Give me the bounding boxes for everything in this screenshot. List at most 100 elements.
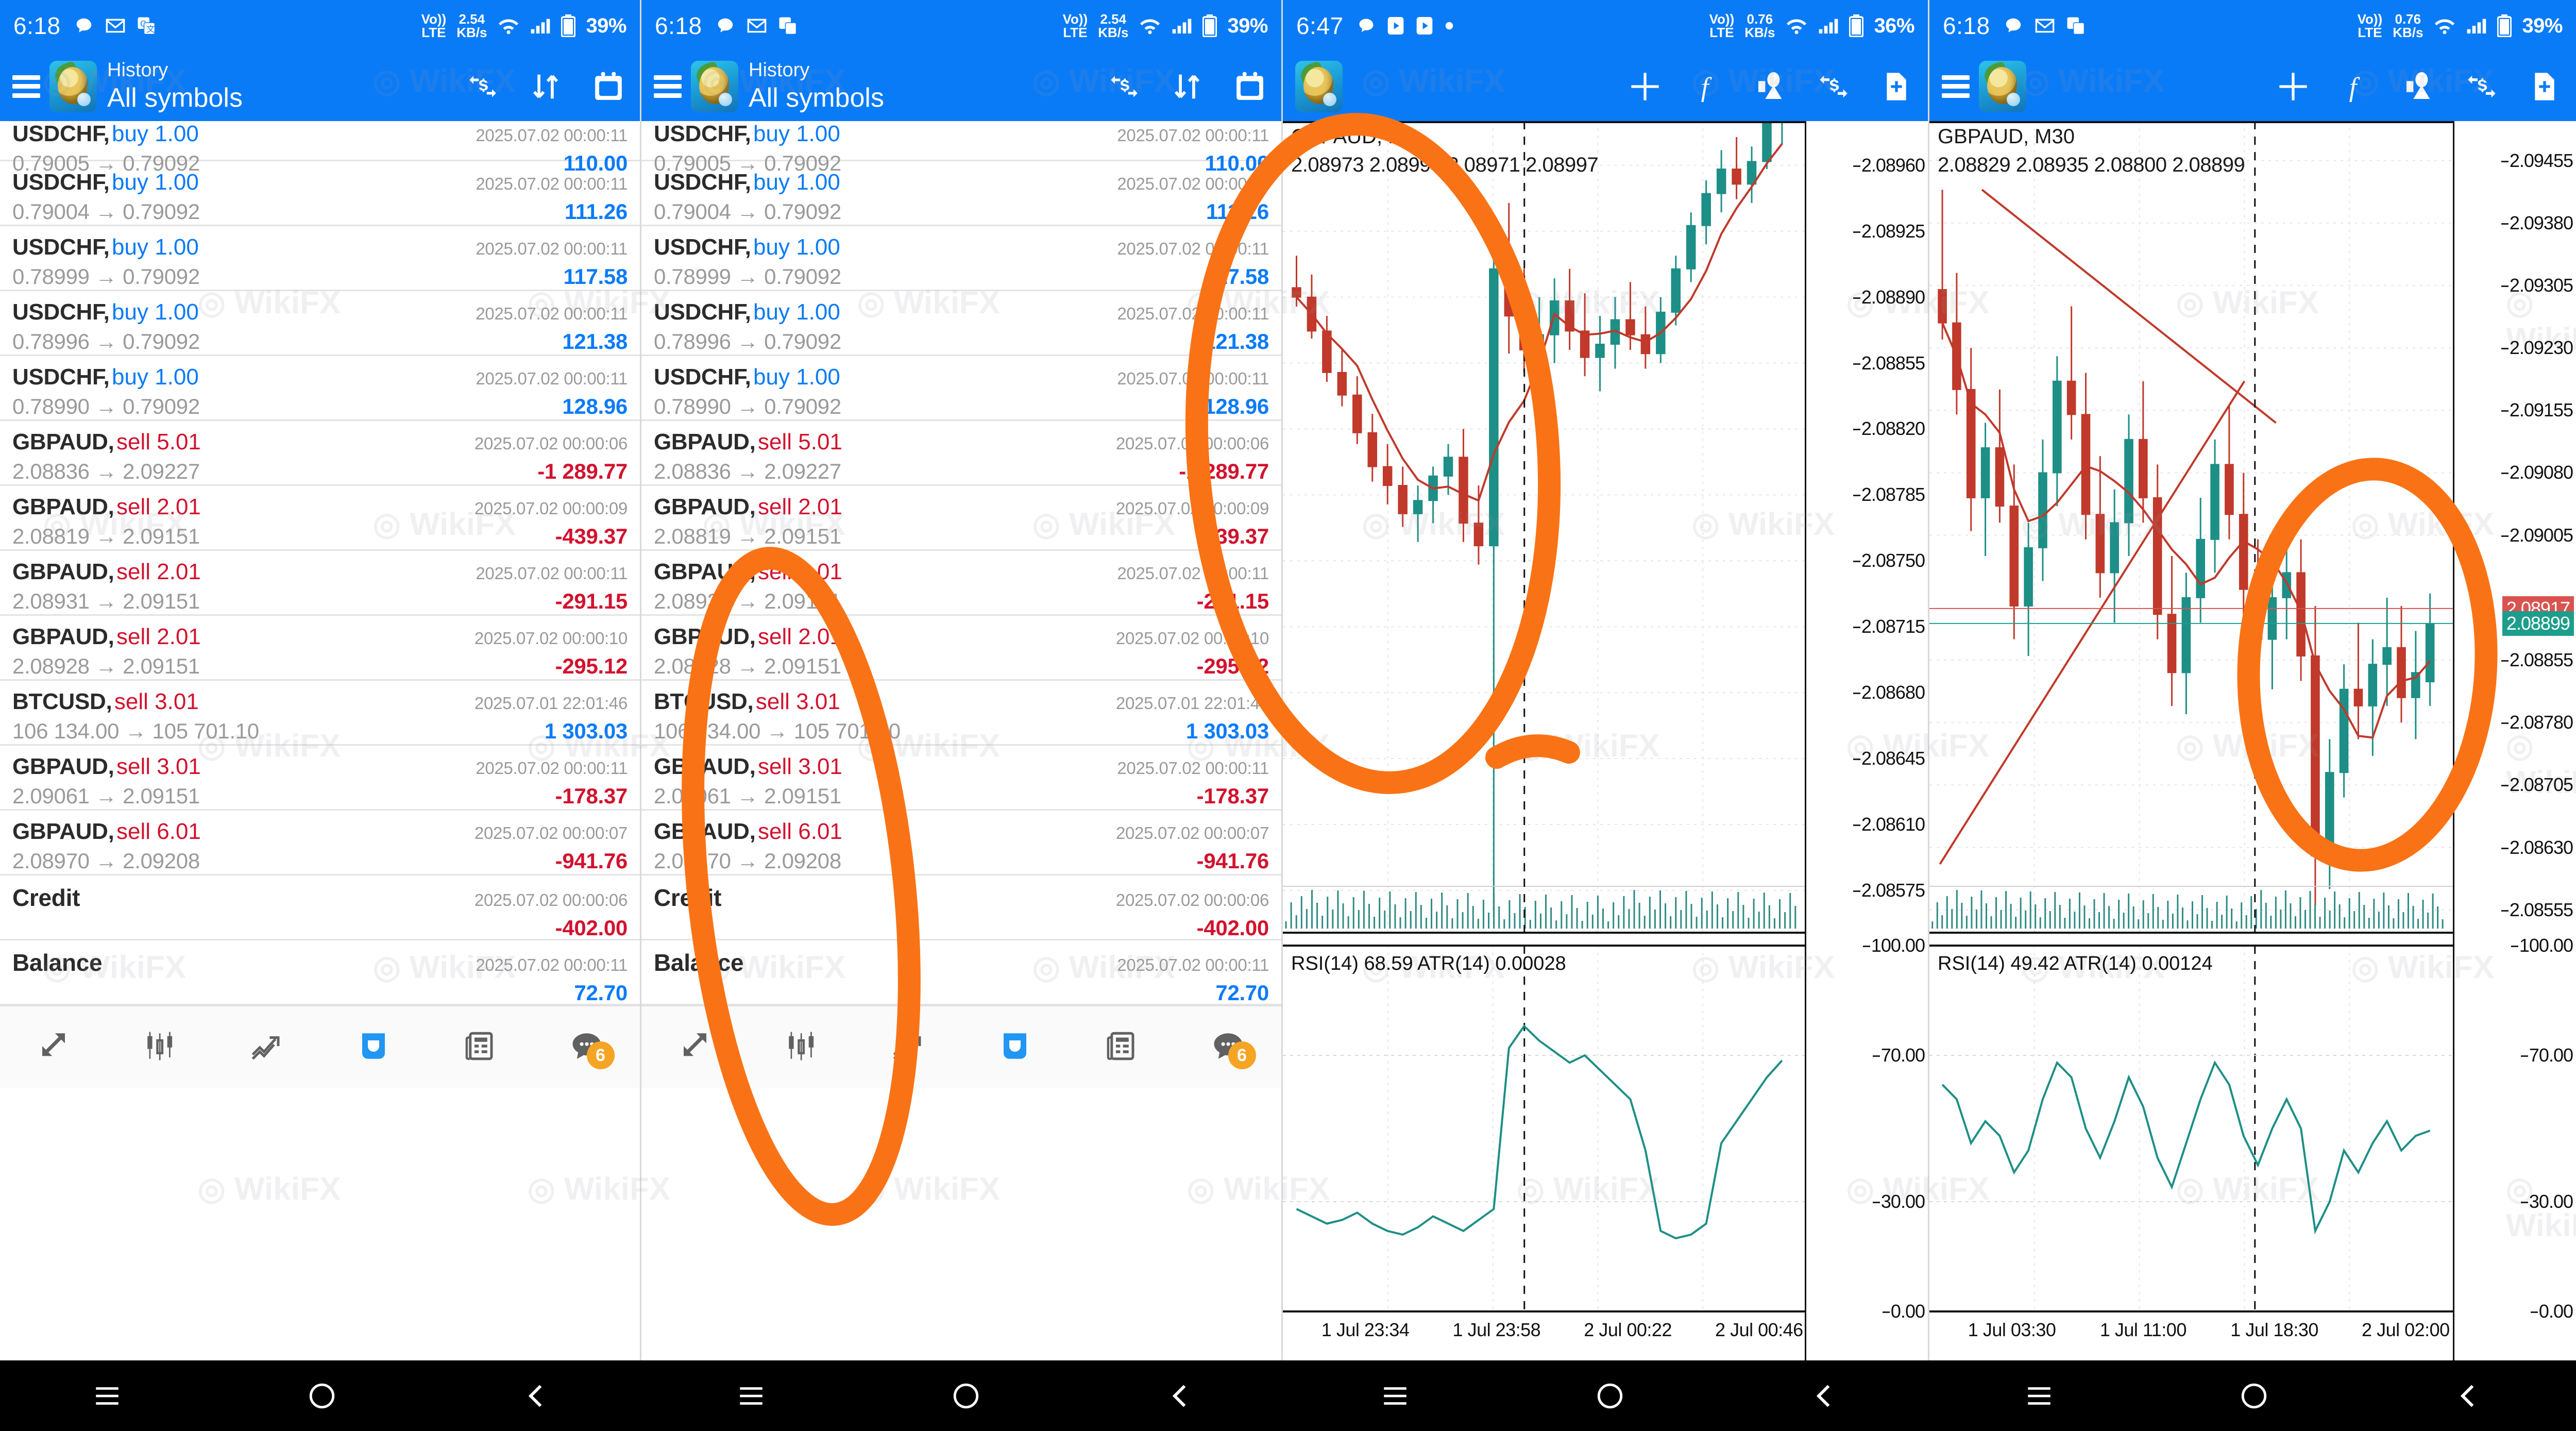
app-logo [1979,60,2026,112]
sort-icon[interactable] [1170,70,1204,104]
tab-trade[interactable] [877,1019,939,1075]
table-row[interactable]: USDCHF, buy 1.00 2025.07.02 00:00:11 0.790… [0,121,640,175]
table-row[interactable]: BTCUSD, sell 3.01 2025.07.01 22:01:46 106 … [0,681,640,746]
table-row[interactable]: GBPAUD, sell 5.01 2025.07.02 00:00:06 2.08… [0,421,640,486]
time-tick-label: 2 Jul 00:22 [1584,1319,1672,1340]
translate-icon [779,17,796,35]
function-icon[interactable]: f [1691,70,1725,104]
currency-exchange-icon[interactable] [2465,70,2499,104]
row-time: 2025.07.02 00:00:11 [1117,126,1269,145]
chart-plot-m30[interactable] [1929,121,2454,1360]
tab-history[interactable] [343,1019,404,1075]
table-row[interactable]: USDCHF, buy 1.00 2025.07.02 00:00:11 0.789… [641,226,1281,291]
table-row[interactable]: GBPAUD, sell 2.01 2025.07.02 00:00:10 2.08… [641,616,1281,681]
price-axis-m1[interactable]: 2.08960 2.08925 2.08890 2.08855 2.08820 2.087… [1806,121,1928,1360]
tab-news[interactable] [1091,1019,1153,1075]
table-row[interactable]: GBPAUD, sell 2.01 2025.07.02 00:00:11 2.08… [0,551,640,616]
menu-icon[interactable] [1942,75,1970,98]
row-symbol: GBPAUD, [654,624,756,649]
tab-charts[interactable] [771,1019,833,1075]
objects-icon[interactable] [2402,70,2436,104]
currency-exchange-icon[interactable] [1107,70,1141,104]
crosshair-icon[interactable] [1628,70,1662,104]
currency-exchange-icon[interactable] [1817,70,1851,104]
tab-chat[interactable]: 6 [1197,1019,1259,1075]
row-time: 2025.07.02 00:00:11 [1117,369,1269,388]
table-row[interactable]: USDCHF, buy 1.00 2025.07.02 00:00:11 0.789… [0,356,640,421]
rsi-level-label: 0.00 [1882,1301,1925,1322]
newspaper-icon [1105,1029,1139,1066]
table-row[interactable]: USDCHF, buy 1.00 2025.07.02 00:00:11 0.789… [0,226,640,291]
table-row[interactable]: GBPAUD, sell 3.01 2025.07.02 00:00:11 2.09… [641,746,1281,811]
new-chart-icon[interactable] [2528,70,2562,104]
home-icon[interactable] [2231,1373,2277,1419]
history-list-1[interactable]: USDCHF, buy 1.00 2025.07.02 00:00:11 0.790… [0,121,640,1005]
table-row[interactable]: Balance 2025.07.02 00:00:11 72.70 [641,940,1281,1005]
menu-icon[interactable] [84,1373,130,1419]
menu-icon[interactable] [1372,1373,1418,1419]
table-row[interactable]: USDCHF, buy 1.00 2025.07.02 00:00:11 0.790… [641,161,1281,226]
table-row[interactable]: GBPAUD, sell 2.01 2025.07.02 00:00:10 2.08… [0,616,640,681]
chart-title: GBPAUD, M30 [1938,125,2075,148]
menu-icon[interactable] [12,75,40,98]
table-row[interactable]: GBPAUD, sell 6.01 2025.07.02 00:00:07 2.08… [641,811,1281,876]
rsi-header-m1: RSI(14) 68.59 ATR(14) 0.00028 [1291,953,1566,974]
table-row[interactable]: GBPAUD, sell 6.01 2025.07.02 00:00:07 2.08… [0,811,640,876]
bottom-tabbar-1[interactable]: 6 [0,1005,640,1088]
tab-quotes[interactable] [23,1019,84,1075]
table-row[interactable]: GBPAUD, sell 2.01 2025.07.02 00:00:11 2.08… [641,551,1281,616]
row-symbol: USDCHF, [12,299,110,325]
chart-plot-m1[interactable] [1283,121,1806,1360]
price-axis-m30[interactable]: 2.09455 2.09380 2.09305 2.09230 2.09155 2.090… [2454,121,2576,1360]
back-icon[interactable] [2446,1373,2492,1419]
home-icon[interactable] [943,1373,989,1419]
row-profit: 128.96 [562,394,628,418]
tab-quotes[interactable] [664,1019,726,1075]
table-row[interactable]: GBPAUD, sell 2.01 2025.07.02 00:00:09 2.08… [641,486,1281,551]
menu-icon[interactable] [728,1373,774,1419]
back-icon[interactable] [1158,1373,1204,1419]
table-row[interactable]: BTCUSD, sell 3.01 2025.07.01 22:01:46 106 … [641,681,1281,746]
calendar-icon[interactable] [1233,70,1267,104]
table-row[interactable]: USDCHF, buy 1.00 2025.07.02 00:00:11 0.789… [641,356,1281,421]
row-symbol: USDCHF, [654,170,751,195]
bottom-tabbar-2[interactable]: 6 [641,1005,1281,1088]
row-time: 2025.07.02 00:00:06 [474,434,628,453]
home-icon[interactable] [299,1373,345,1419]
row-symbol: USDCHF, [12,234,110,260]
back-icon[interactable] [514,1373,560,1419]
tab-chat[interactable]: 6 [556,1019,618,1075]
tab-trade[interactable] [236,1019,298,1075]
table-row[interactable]: USDCHF, buy 1.00 2025.07.02 00:00:11 0.790… [0,161,640,226]
home-icon[interactable] [1587,1373,1633,1419]
tab-charts[interactable] [129,1019,191,1075]
crosshair-icon[interactable] [2276,70,2310,104]
menu-icon[interactable] [2016,1373,2062,1419]
table-row[interactable]: Credit 2025.07.02 00:00:06 -402.00 [0,876,640,940]
table-row[interactable]: GBPAUD, sell 5.01 2025.07.02 00:00:06 2.08… [641,421,1281,486]
table-row[interactable]: Balance 2025.07.02 00:00:11 72.70 [0,940,640,1005]
row-time: 2025.07.02 00:00:11 [1117,239,1269,258]
currency-exchange-icon[interactable] [466,70,500,104]
menu-icon[interactable] [654,75,682,98]
table-row[interactable]: USDCHF, buy 1.00 2025.07.02 00:00:11 0.789… [0,291,640,356]
tab-news[interactable] [449,1019,511,1075]
new-chart-icon[interactable] [1879,70,1913,104]
dot-icon [1445,22,1453,30]
table-row[interactable]: GBPAUD, sell 3.01 2025.07.02 00:00:11 2.09… [0,746,640,811]
sort-icon[interactable] [529,70,563,104]
objects-icon[interactable] [1754,70,1788,104]
table-row[interactable]: USDCHF, buy 1.00 2025.07.02 00:00:11 0.789… [641,291,1281,356]
tab-history[interactable] [984,1019,1046,1075]
price-tick-label: 2.08610 [1853,813,1925,835]
chart-canvas-m30[interactable]: GBPAUD, M30 2.08829 2.08935 2.08800 2.08… [1929,121,2576,1360]
row-symbol: GBPAUD, [654,754,756,779]
table-row[interactable]: Credit 2025.07.02 00:00:06 -402.00 [641,876,1281,940]
table-row[interactable]: USDCHF, buy 1.00 2025.07.02 00:00:11 0.790… [641,121,1281,175]
function-icon[interactable]: f [2339,70,2373,104]
calendar-icon[interactable] [591,70,625,104]
history-list-2[interactable]: USDCHF, buy 1.00 2025.07.02 00:00:11 0.790… [641,121,1281,1005]
chart-canvas-m1[interactable]: GBPAUD, M1 2.08973 2.08997 2.08971 2.089… [1283,121,1928,1360]
table-row[interactable]: GBPAUD, sell 2.01 2025.07.02 00:00:09 2.08… [0,486,640,551]
back-icon[interactable] [1802,1373,1848,1419]
